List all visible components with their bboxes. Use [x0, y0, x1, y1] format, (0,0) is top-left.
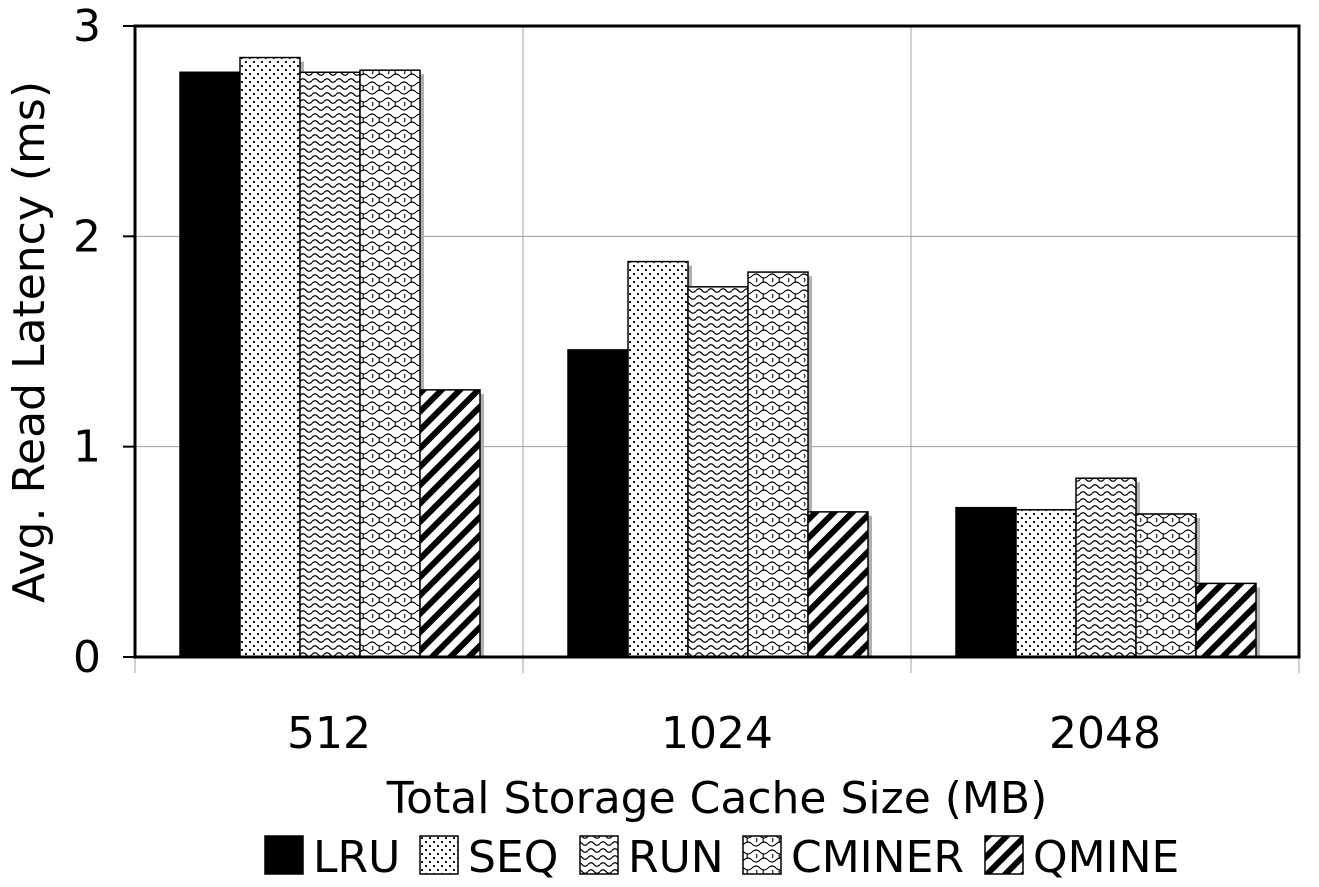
legend-label-seq: SEQ — [468, 832, 558, 883]
legend-label-lru: LRU — [313, 832, 400, 883]
y-tick-label: 3 — [73, 1, 101, 52]
bar-run-512 — [299, 71, 361, 658]
bar-seq-1024 — [627, 260, 689, 658]
legend: LRU SEQ RUN CMINER QMINE — [264, 832, 1179, 883]
y-tick-label: 1 — [73, 422, 101, 473]
bar-lru-1024 — [567, 349, 629, 658]
bar-cminer-512 — [359, 69, 421, 658]
x-tick-label: 1024 — [661, 708, 773, 759]
x-tick-label: 512 — [287, 708, 371, 759]
bar-cminer-2048 — [1135, 513, 1197, 658]
legend-label-run: RUN — [628, 832, 724, 883]
bar-qmine-2048 — [1195, 582, 1257, 658]
bars — [179, 56, 1260, 658]
legend-swatch-cminer — [742, 835, 782, 875]
legend-label-cminer: CMINER — [791, 832, 964, 883]
legend-swatch-run — [579, 835, 619, 875]
y-tick-label: 2 — [73, 211, 101, 262]
bar-qmine-512 — [419, 389, 481, 658]
x-tick-label: 2048 — [1049, 708, 1161, 759]
x-axis: 512 1024 2048 — [287, 708, 1161, 759]
plot-frame — [133, 24, 1301, 659]
legend-swatch-seq — [419, 835, 459, 875]
bar-run-1024 — [687, 286, 749, 658]
y-axis-title: Avg. Read Latency (ms) — [4, 81, 55, 603]
bar-lru-2048 — [955, 506, 1017, 658]
legend-swatch-lru — [264, 835, 304, 875]
bar-seq-2048 — [1015, 509, 1077, 658]
y-tick-label: 0 — [73, 632, 101, 683]
bar-cminer-1024 — [747, 271, 809, 658]
x-axis-title: Total Storage Cache Size (MB) — [386, 773, 1048, 824]
legend-swatch-qmine — [984, 835, 1024, 875]
bar-qmine-1024 — [807, 511, 869, 658]
bar-run-2048 — [1075, 477, 1137, 658]
legend-label-qmine: QMINE — [1033, 832, 1179, 883]
bar-lru-512 — [179, 71, 241, 658]
bar-seq-512 — [239, 56, 301, 658]
y-axis: 0 1 2 3 — [73, 1, 135, 683]
